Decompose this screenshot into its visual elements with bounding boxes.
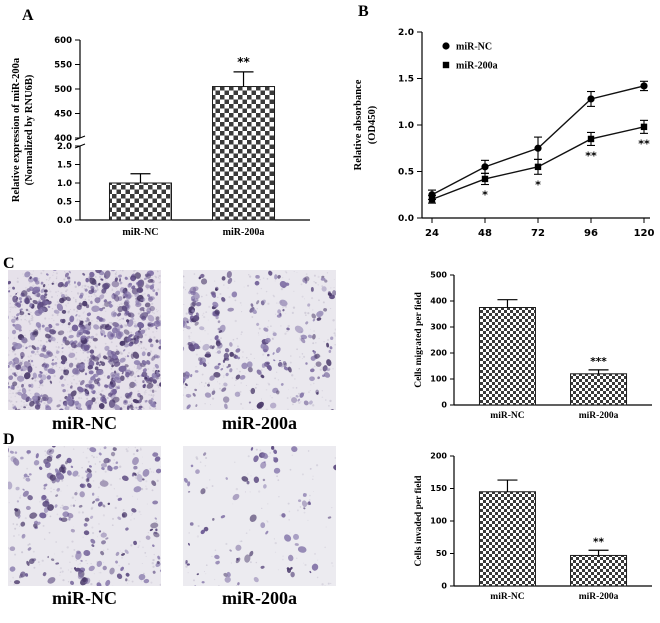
svg-text:1.5: 1.5: [398, 75, 414, 85]
svg-text:500: 500: [54, 85, 72, 95]
svg-text:24: 24: [425, 228, 439, 239]
svg-text:**: **: [237, 55, 250, 69]
svg-text:miR-200a: miR-200a: [223, 227, 265, 238]
invasion-label-mir-nc: miR-NC: [52, 588, 117, 608]
svg-text:150: 150: [430, 484, 447, 493]
svg-text:100: 100: [430, 375, 447, 384]
svg-text:(Normalized by RNU6B): (Normalized by RNU6B): [24, 74, 35, 185]
svg-text:Cells migrated per field: Cells migrated per field: [414, 291, 424, 387]
svg-text:450: 450: [54, 110, 72, 120]
svg-text:1.0: 1.0: [398, 121, 414, 131]
migration-label-mir-nc: miR-NC: [52, 413, 117, 433]
svg-text:miR-200a: miR-200a: [579, 411, 619, 421]
svg-text:**: **: [638, 137, 650, 150]
invasion-micrograph-mir-200a: [183, 446, 336, 586]
svg-text:2.0: 2.0: [57, 142, 72, 152]
svg-text:48: 48: [478, 228, 492, 239]
svg-text:miR-NC: miR-NC: [490, 411, 524, 421]
svg-text:Cells invaded per field: Cells invaded per field: [414, 475, 424, 567]
mir200a-expression-bar-chart: 0.0 0.5 1.0 1.5 2.0 400 450 500 550 600 miR-NC ** mi…: [4, 14, 322, 258]
proliferation-line-chart: 0.0 0.5 1.0 1.5 2.0 24 48 72 96 120 miR-NC miR-200a…: [342, 6, 660, 262]
svg-text:0.0: 0.0: [57, 216, 72, 226]
panel-a-letter: A: [22, 7, 34, 24]
cells-migrated-bar-chart: 0 100 200 300 400 500 miR-NC *** miR-200a Cells m…: [408, 262, 658, 438]
svg-text:0: 0: [441, 582, 447, 591]
svg-text:miR-200a: miR-200a: [456, 61, 498, 72]
svg-text:0.0: 0.0: [398, 214, 414, 224]
svg-text:600: 600: [54, 36, 72, 46]
panel-b-letter: B: [358, 3, 369, 20]
svg-text:2.0: 2.0: [398, 28, 414, 38]
svg-text:miR-NC: miR-NC: [490, 592, 524, 602]
svg-text:400: 400: [430, 297, 447, 306]
svg-text:miR-200a: miR-200a: [579, 592, 619, 602]
svg-text:miR-NC: miR-NC: [122, 227, 158, 238]
migration-micrograph-mir-200a: [183, 270, 336, 410]
svg-text:0.5: 0.5: [398, 168, 414, 178]
svg-text:100: 100: [430, 517, 447, 526]
svg-text:1.5: 1.5: [57, 161, 72, 171]
svg-text:**: **: [585, 149, 597, 162]
svg-text:*: *: [482, 189, 488, 202]
svg-text:96: 96: [584, 228, 598, 239]
svg-text:Relative expression of miR-200: Relative expression of miR-200a: [11, 57, 22, 202]
svg-text:400: 400: [54, 134, 72, 144]
svg-text:300: 300: [430, 323, 447, 332]
svg-text:120: 120: [634, 228, 655, 239]
svg-text:0: 0: [441, 401, 447, 410]
svg-text:200: 200: [430, 452, 447, 461]
svg-text:200: 200: [430, 349, 447, 358]
svg-text:500: 500: [430, 271, 447, 280]
migration-label-mir-200a: miR-200a: [222, 413, 297, 433]
panel-d-letter: D: [3, 431, 15, 448]
svg-text:(OD450): (OD450): [367, 105, 378, 144]
svg-text:*: *: [535, 178, 541, 191]
invasion-micrograph-mir-nc: [8, 446, 161, 586]
svg-text:***: ***: [590, 356, 607, 368]
svg-text:**: **: [593, 536, 604, 548]
migration-micrograph-mir-nc: [8, 270, 161, 410]
svg-text:72: 72: [531, 228, 545, 239]
cells-invaded-bar-chart: 0 50 100 150 200 miR-NC ** miR-200a Cells invade…: [408, 443, 658, 619]
svg-text:1.0: 1.0: [57, 179, 72, 189]
svg-text:50: 50: [436, 549, 448, 558]
svg-text:0.5: 0.5: [57, 198, 72, 208]
svg-text:550: 550: [54, 61, 72, 71]
svg-text:miR-NC: miR-NC: [456, 42, 492, 53]
invasion-label-mir-200a: miR-200a: [222, 588, 297, 608]
svg-text:Relative absorbance: Relative absorbance: [353, 79, 364, 170]
panel-c-letter: C: [3, 255, 15, 272]
